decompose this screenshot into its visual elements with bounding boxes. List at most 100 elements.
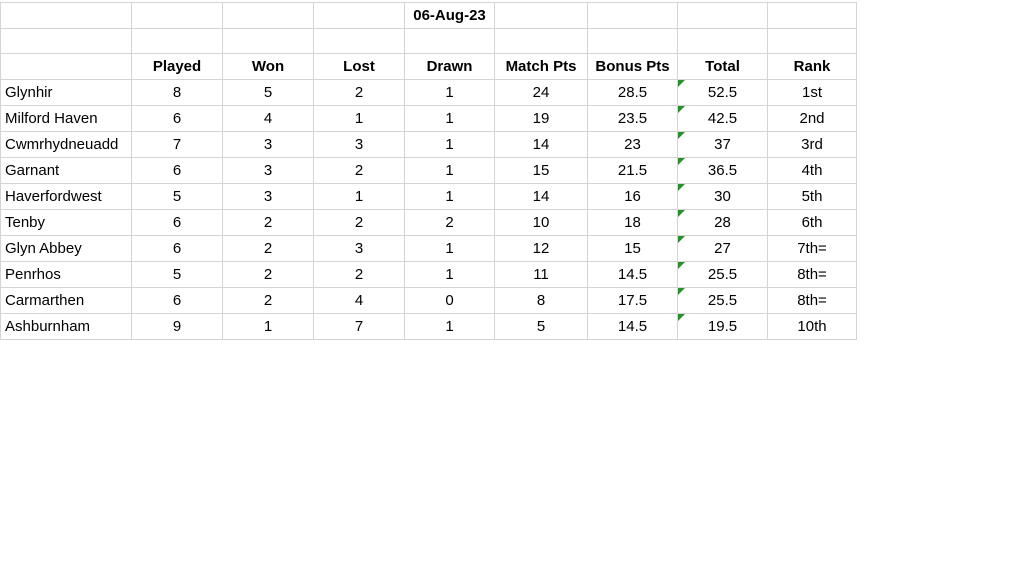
team-name-cell[interactable]: Glyn Abbey	[0, 235, 132, 262]
cell-won[interactable]: 3	[222, 157, 314, 184]
cell-rank[interactable]: 8th=	[767, 261, 857, 288]
column-header-rank[interactable]: Rank	[767, 53, 857, 80]
empty-cell[interactable]	[222, 28, 314, 54]
cell-won[interactable]: 5	[222, 79, 314, 106]
team-name-cell[interactable]: Haverfordwest	[0, 183, 132, 210]
cell-played[interactable]: 6	[131, 157, 223, 184]
cell-bonus-pts[interactable]: 21.5	[587, 157, 678, 184]
cell-bonus-pts[interactable]: 16	[587, 183, 678, 210]
cell-won[interactable]: 2	[222, 235, 314, 262]
cell-match-pts[interactable]: 10	[494, 209, 588, 236]
empty-cell[interactable]	[587, 2, 678, 29]
cell-total[interactable]: 25.5	[677, 261, 768, 288]
empty-cell[interactable]	[494, 2, 588, 29]
empty-cell[interactable]	[767, 28, 857, 54]
cell-lost[interactable]: 4	[313, 287, 405, 314]
cell-played[interactable]: 8	[131, 79, 223, 106]
cell-total[interactable]: 37	[677, 131, 768, 158]
empty-cell[interactable]	[131, 2, 223, 29]
cell-match-pts[interactable]: 15	[494, 157, 588, 184]
empty-cell[interactable]	[677, 2, 768, 29]
cell-won[interactable]: 1	[222, 313, 314, 340]
column-header-total[interactable]: Total	[677, 53, 768, 80]
empty-cell[interactable]	[222, 2, 314, 29]
cell-won[interactable]: 4	[222, 105, 314, 132]
cell-lost[interactable]: 3	[313, 235, 405, 262]
cell-drawn[interactable]: 1	[404, 131, 495, 158]
cell-played[interactable]: 6	[131, 235, 223, 262]
cell-drawn[interactable]: 1	[404, 261, 495, 288]
empty-cell[interactable]	[494, 28, 588, 54]
empty-cell[interactable]	[0, 53, 132, 80]
cell-won[interactable]: 3	[222, 183, 314, 210]
cell-bonus-pts[interactable]: 17.5	[587, 287, 678, 314]
empty-cell[interactable]	[0, 28, 132, 54]
cell-rank[interactable]: 8th=	[767, 287, 857, 314]
empty-cell[interactable]	[767, 2, 857, 29]
cell-drawn[interactable]: 1	[404, 183, 495, 210]
cell-played[interactable]: 5	[131, 261, 223, 288]
date-cell[interactable]: 06-Aug-23	[404, 2, 495, 29]
cell-drawn[interactable]: 1	[404, 157, 495, 184]
cell-bonus-pts[interactable]: 14.5	[587, 313, 678, 340]
cell-total[interactable]: 42.5	[677, 105, 768, 132]
cell-rank[interactable]: 2nd	[767, 105, 857, 132]
cell-rank[interactable]: 3rd	[767, 131, 857, 158]
cell-drawn[interactable]: 1	[404, 79, 495, 106]
cell-played[interactable]: 5	[131, 183, 223, 210]
cell-total[interactable]: 19.5	[677, 313, 768, 340]
cell-lost[interactable]: 7	[313, 313, 405, 340]
column-header-won[interactable]: Won	[222, 53, 314, 80]
cell-played[interactable]: 7	[131, 131, 223, 158]
cell-match-pts[interactable]: 5	[494, 313, 588, 340]
empty-cell[interactable]	[587, 28, 678, 54]
cell-lost[interactable]: 1	[313, 105, 405, 132]
cell-match-pts[interactable]: 14	[494, 183, 588, 210]
column-header-lost[interactable]: Lost	[313, 53, 405, 80]
cell-rank[interactable]: 1st	[767, 79, 857, 106]
cell-total[interactable]: 28	[677, 209, 768, 236]
cell-lost[interactable]: 2	[313, 209, 405, 236]
cell-match-pts[interactable]: 8	[494, 287, 588, 314]
cell-drawn[interactable]: 1	[404, 313, 495, 340]
cell-match-pts[interactable]: 19	[494, 105, 588, 132]
cell-played[interactable]: 6	[131, 105, 223, 132]
cell-drawn[interactable]: 1	[404, 105, 495, 132]
cell-match-pts[interactable]: 11	[494, 261, 588, 288]
empty-cell[interactable]	[404, 28, 495, 54]
column-header-drawn[interactable]: Drawn	[404, 53, 495, 80]
empty-cell[interactable]	[0, 2, 132, 29]
empty-cell[interactable]	[677, 28, 768, 54]
cell-lost[interactable]: 1	[313, 183, 405, 210]
cell-total[interactable]: 27	[677, 235, 768, 262]
team-name-cell[interactable]: Glynhir	[0, 79, 132, 106]
cell-match-pts[interactable]: 24	[494, 79, 588, 106]
cell-drawn[interactable]: 2	[404, 209, 495, 236]
cell-rank[interactable]: 7th=	[767, 235, 857, 262]
cell-match-pts[interactable]: 12	[494, 235, 588, 262]
cell-total[interactable]: 36.5	[677, 157, 768, 184]
team-name-cell[interactable]: Ashburnham	[0, 313, 132, 340]
cell-total[interactable]: 52.5	[677, 79, 768, 106]
cell-rank[interactable]: 5th	[767, 183, 857, 210]
cell-rank[interactable]: 6th	[767, 209, 857, 236]
cell-total[interactable]: 25.5	[677, 287, 768, 314]
team-name-cell[interactable]: Penrhos	[0, 261, 132, 288]
cell-rank[interactable]: 4th	[767, 157, 857, 184]
cell-bonus-pts[interactable]: 18	[587, 209, 678, 236]
cell-drawn[interactable]: 0	[404, 287, 495, 314]
cell-lost[interactable]: 2	[313, 79, 405, 106]
empty-cell[interactable]	[131, 28, 223, 54]
cell-lost[interactable]: 2	[313, 261, 405, 288]
cell-match-pts[interactable]: 14	[494, 131, 588, 158]
empty-cell[interactable]	[313, 2, 405, 29]
cell-played[interactable]: 9	[131, 313, 223, 340]
cell-played[interactable]: 6	[131, 209, 223, 236]
team-name-cell[interactable]: Tenby	[0, 209, 132, 236]
cell-bonus-pts[interactable]: 14.5	[587, 261, 678, 288]
cell-bonus-pts[interactable]: 28.5	[587, 79, 678, 106]
cell-bonus-pts[interactable]: 23	[587, 131, 678, 158]
team-name-cell[interactable]: Garnant	[0, 157, 132, 184]
cell-lost[interactable]: 2	[313, 157, 405, 184]
column-header-bonus-pts[interactable]: Bonus Pts	[587, 53, 678, 80]
